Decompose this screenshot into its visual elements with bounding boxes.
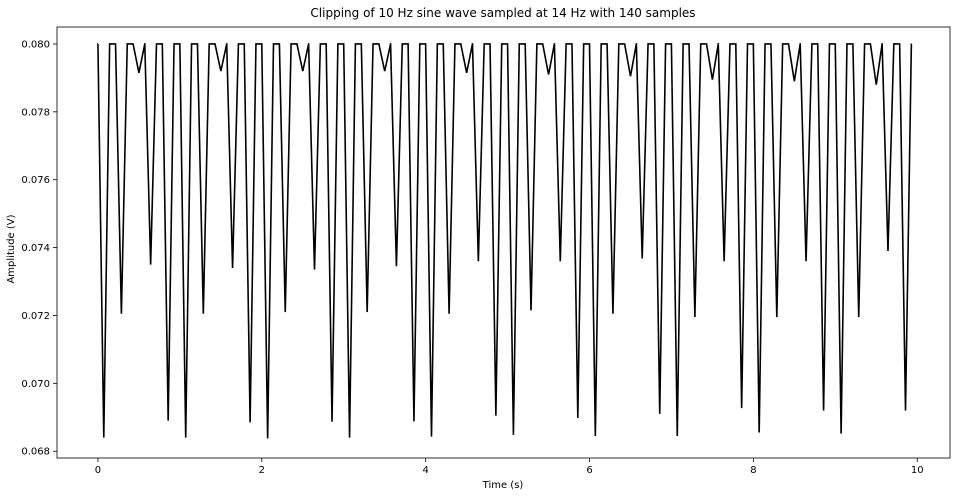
- x-axis: 0 2 4 6 8 10: [95, 458, 924, 476]
- x-tick-label: 0: [95, 465, 101, 476]
- signal-line: [97, 43, 913, 439]
- x-tick-label: 4: [422, 465, 428, 476]
- y-tick-label: 0.078: [21, 107, 50, 118]
- x-tick-label: 2: [259, 465, 265, 476]
- x-tick-label: 8: [750, 465, 756, 476]
- plot-area: 0 2 4 6 8 10 0.0680.0700.0720.0740.0760.0780.…: [21, 26, 951, 476]
- x-axis-label: Time (s): [482, 480, 524, 491]
- y-axis: 0.068 0.070 0.072 0.074 0.076 0.078 0.080: [21, 39, 57, 458]
- plot-frame: [56, 26, 951, 459]
- y-tick-label: 0.070: [21, 379, 50, 390]
- x-tick-label: 6: [586, 465, 592, 476]
- y-tick-label: 0.080: [21, 39, 50, 50]
- x-tick-label: 10: [911, 465, 924, 476]
- y-axis-label: Amplitude (V): [6, 214, 17, 283]
- chart-title: Clipping of 10 Hz sine wave sampled at 1…: [310, 6, 695, 20]
- y-tick-label: 0.074: [21, 243, 50, 254]
- y-tick-label: 0.076: [21, 175, 50, 186]
- y-tick-label: 0.068: [21, 447, 50, 458]
- y-tick-label: 0.072: [21, 311, 50, 322]
